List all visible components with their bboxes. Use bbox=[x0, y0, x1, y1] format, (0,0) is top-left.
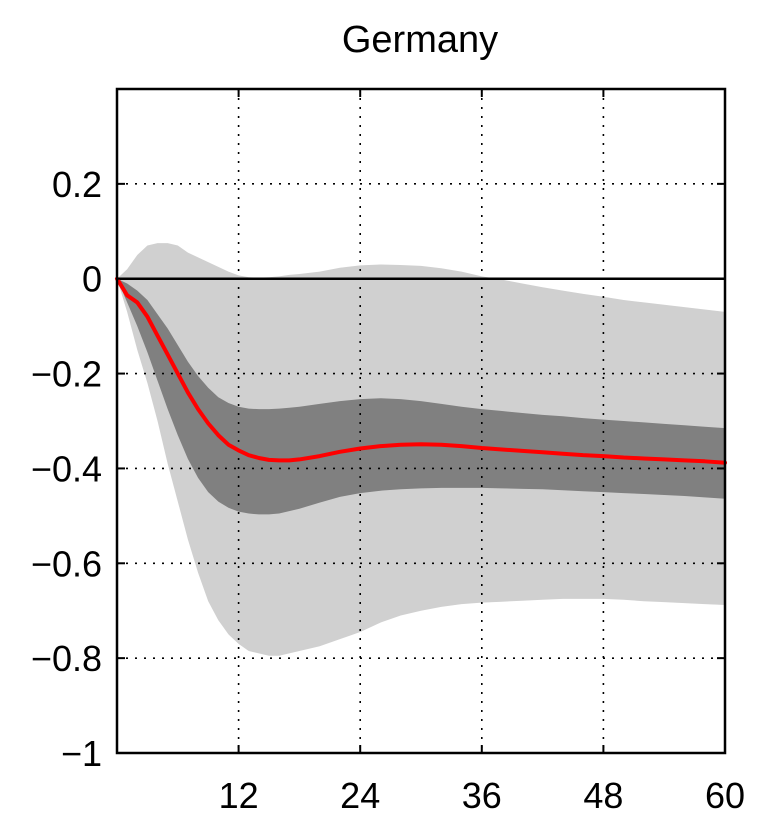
median-line bbox=[115, 276, 727, 465]
chart-title: Germany bbox=[342, 19, 498, 61]
x-tick-label-0: 12 bbox=[219, 775, 259, 816]
plot-frame bbox=[115, 87, 727, 755]
x-tick-label-2: 36 bbox=[462, 775, 502, 816]
plot-area bbox=[115, 89, 727, 753]
y-tick-label-4: −0.6 bbox=[31, 543, 102, 584]
y-tick-label-5: −0.8 bbox=[31, 638, 102, 679]
x-tick-label-3: 48 bbox=[583, 775, 623, 816]
y-tick-label-0: 0.2 bbox=[52, 164, 102, 205]
axes: 12 24 36 48 60 0.2 0 −0.2 −0.4 −0.6 −0.8 −1 bbox=[31, 87, 745, 816]
y-tick-label-2: −0.2 bbox=[31, 354, 102, 395]
x-tick-label-1: 24 bbox=[340, 775, 380, 816]
y-tick-label-1: 0 bbox=[82, 259, 102, 300]
y-tick-label-6: −1 bbox=[61, 733, 102, 774]
x-tick-label-4: 60 bbox=[705, 775, 745, 816]
y-tick-label-3: −0.4 bbox=[31, 448, 102, 489]
